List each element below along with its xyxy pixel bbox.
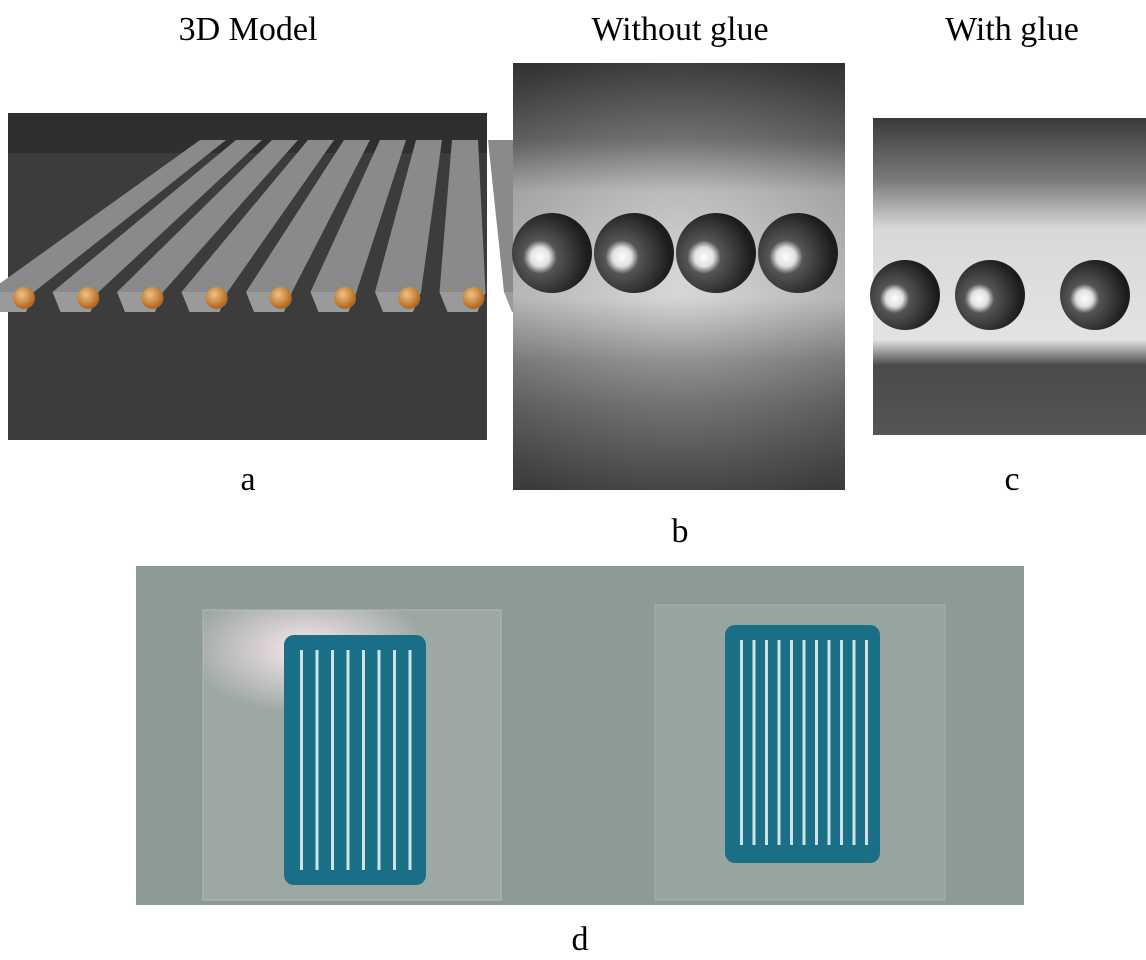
bead [13,287,35,309]
channel [765,640,768,845]
bead [206,287,228,309]
bead [334,287,356,309]
channel [828,640,831,845]
panel-title: 3D Model [179,11,318,48]
panel-b-image [512,63,845,490]
channel [753,640,756,845]
channel [347,650,350,870]
channel [331,650,334,870]
channel [378,650,381,870]
panel-label: d [572,921,589,958]
channel [840,640,843,845]
figure: 3D Model Without glue With glue a b c d [0,0,1146,960]
channel [740,640,743,845]
sphere [870,260,940,330]
sphere [594,213,674,293]
bead [270,287,292,309]
panel-label: b [672,513,689,550]
channel [790,640,793,845]
sphere [955,260,1025,330]
sphere [1060,260,1130,330]
channel [778,640,781,845]
panel-label: a [240,461,255,498]
channel [815,640,818,845]
panel-title: Without glue [591,11,768,48]
bead [398,287,420,309]
bead [141,287,163,309]
channel [393,650,396,870]
channel [362,650,365,870]
channel [409,650,412,870]
panel-c-image [870,118,1146,435]
panel-title: With glue [945,11,1079,48]
channel [803,640,806,845]
sphere [758,213,838,293]
bead [462,287,484,309]
channel [300,650,303,870]
channel [865,640,868,845]
sphere [512,213,592,293]
panel-d-image [136,566,1024,905]
channel [853,640,856,845]
panel-a-image [0,113,550,440]
channel [316,650,319,870]
sphere [676,213,756,293]
bead [77,287,99,309]
panel-label: c [1004,461,1019,498]
